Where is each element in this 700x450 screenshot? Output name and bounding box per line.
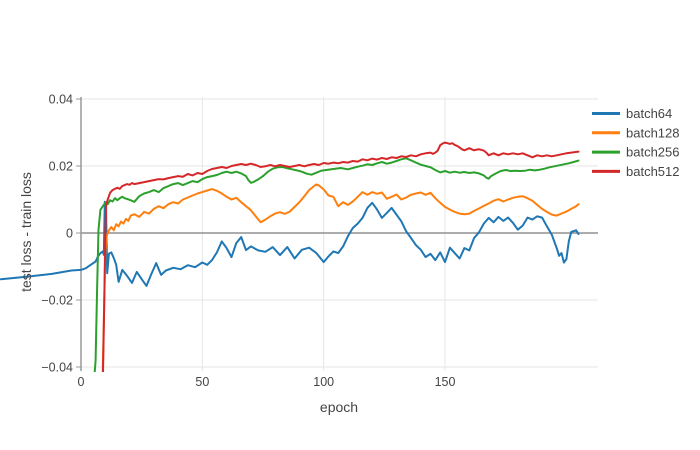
legend-item-batch512[interactable]: batch512 <box>592 164 680 179</box>
gridlines <box>81 97 598 371</box>
traces <box>0 141 580 372</box>
trace-batch128 <box>101 183 580 372</box>
x-axis-title: epoch <box>320 399 358 415</box>
tick-labels: 0.04 0.02 0 −0.02 −0.04 0 50 100 150 <box>41 93 455 390</box>
x-tick-label: 50 <box>195 375 209 389</box>
legend-label-batch512[interactable]: batch512 <box>626 164 680 179</box>
y-tick-label: 0.02 <box>49 160 73 174</box>
legend-item-batch64[interactable]: batch64 <box>592 106 672 121</box>
legend-item-batch256[interactable]: batch256 <box>592 145 680 160</box>
legend-label-batch128[interactable]: batch128 <box>626 125 680 140</box>
trace-batch256 <box>93 157 580 372</box>
trace-batch512 <box>102 141 580 372</box>
legend: batch64 batch128 batch256 batch512 <box>592 106 680 179</box>
legend-item-batch128[interactable]: batch128 <box>592 125 680 140</box>
x-tick-label: 150 <box>435 375 456 389</box>
y-tick-label: 0 <box>66 227 73 241</box>
trace-batch64 <box>0 200 580 287</box>
legend-label-batch256[interactable]: batch256 <box>626 145 680 160</box>
axes <box>76 97 82 371</box>
y-tick-label: −0.02 <box>41 294 73 308</box>
x-tick-label: 100 <box>313 375 334 389</box>
y-tick-label: −0.04 <box>41 361 73 375</box>
y-axis-title: test loss - train loss <box>18 172 34 292</box>
x-tick-label: 0 <box>78 375 85 389</box>
legend-label-batch64[interactable]: batch64 <box>626 106 672 121</box>
y-tick-label: 0.04 <box>49 93 73 107</box>
